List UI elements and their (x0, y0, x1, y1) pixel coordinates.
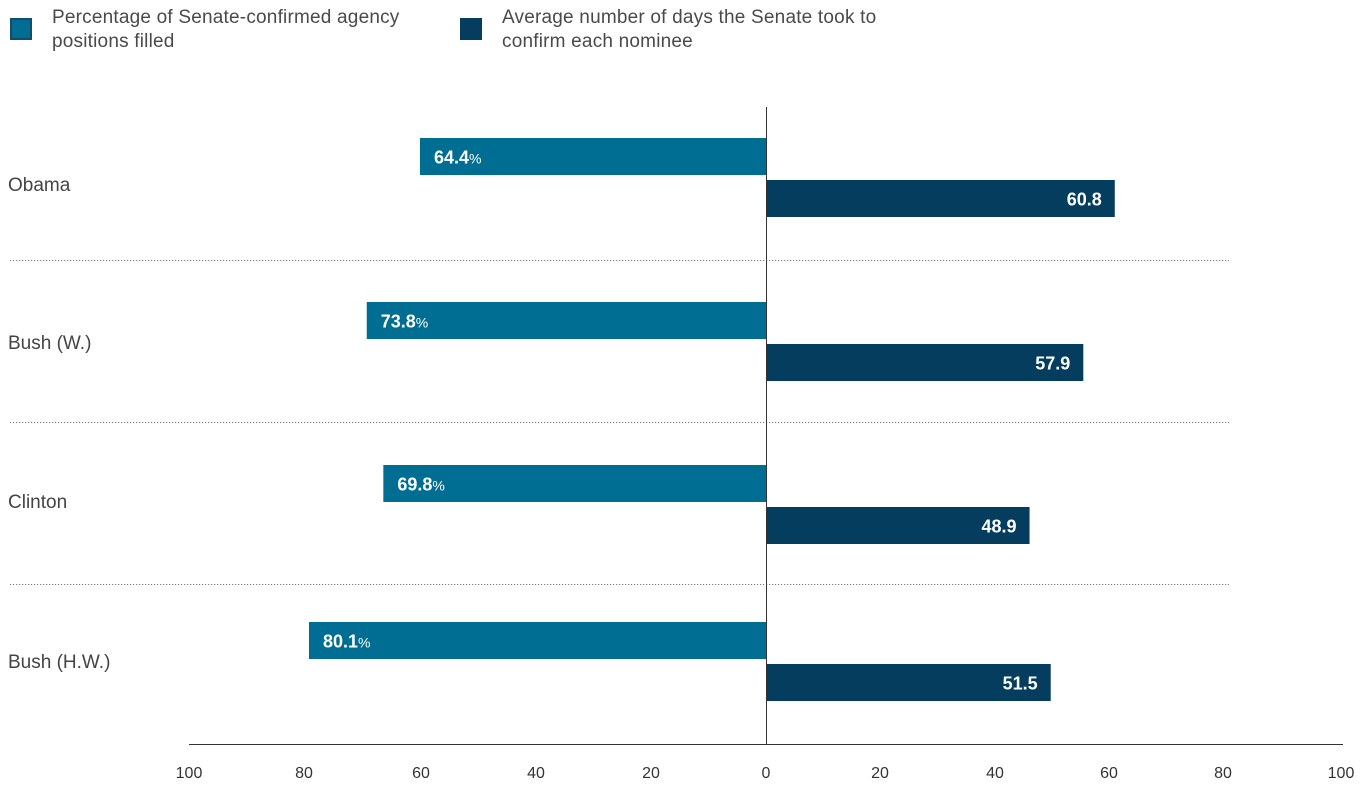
legend-swatch-positions-filled (10, 18, 32, 40)
x-tick-label: 60 (412, 765, 430, 782)
bar-days-to-confirm (767, 180, 1115, 217)
x-tick-label: 100 (1328, 765, 1355, 782)
category-label: Clinton (8, 492, 67, 513)
legend-item-positions-filled: Percentage of Senate-confirmed agency po… (10, 6, 432, 54)
bar-label-positions-filled: 80.1% (323, 632, 371, 652)
category-label: Bush (W.) (8, 333, 91, 354)
x-tick-label: 60 (1100, 765, 1118, 782)
bar-label-days-to-confirm: 57.9 (1035, 354, 1070, 374)
bar-label-positions-filled: 73.8% (381, 312, 429, 332)
bar-days-to-confirm (767, 664, 1051, 701)
legend-label-positions-filled: Percentage of Senate-confirmed agency po… (52, 7, 400, 52)
x-tick-label: 100 (176, 765, 203, 782)
bar-label-days-to-confirm: 48.9 (982, 517, 1017, 537)
legend-label-days-to-confirm: Average number of days the Senate took t… (502, 7, 877, 52)
x-tick-label: 80 (295, 765, 313, 782)
legend-swatch-days-to-confirm (460, 18, 482, 40)
bar-label-positions-filled: 64.4% (434, 148, 482, 168)
category-label: Obama (8, 175, 71, 196)
x-tick-label: 20 (642, 765, 660, 782)
x-tick-label: 80 (1214, 765, 1232, 782)
x-tick-label: 20 (871, 765, 889, 782)
bar-positions-filled (419, 138, 766, 175)
bar-positions-filled (308, 622, 766, 659)
x-tick-label: 0 (762, 765, 771, 782)
bar-positions-filled (383, 465, 766, 502)
bar-days-to-confirm (767, 507, 1030, 544)
x-tick-label: 40 (527, 765, 545, 782)
x-tick-label: 40 (986, 765, 1004, 782)
bar-positions-filled (366, 302, 766, 339)
legend: Percentage of Senate-confirmed agency po… (10, 6, 1010, 66)
bar-label-days-to-confirm: 60.8 (1067, 190, 1102, 210)
bar-label-days-to-confirm: 51.5 (1003, 674, 1038, 694)
bar-days-to-confirm (767, 344, 1084, 381)
category-label: Bush (H.W.) (8, 652, 110, 673)
legend-item-days-to-confirm: Average number of days the Senate took t… (460, 6, 882, 54)
bar-label-positions-filled: 69.8% (397, 475, 445, 495)
